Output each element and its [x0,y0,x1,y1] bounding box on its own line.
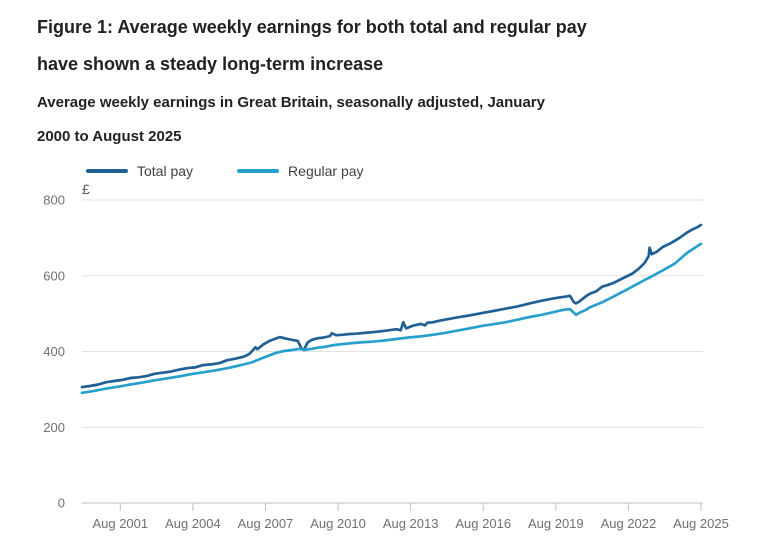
regular-pay-swatch-icon [237,169,280,173]
y-tick-label-600: 600 [43,268,65,283]
grid-layer [82,199,703,504]
legend-label-regular-pay: Regular pay [288,163,364,179]
x-tick-label-aug-2010: Aug 2010 [310,516,366,531]
x-tick-label-aug-2016: Aug 2016 [455,516,511,531]
x-tick-label-aug-2007: Aug 2007 [238,516,294,531]
figure-header: Figure 1: Average weekly earnings for bo… [0,0,770,154]
y-tick-label-0: 0 [58,496,65,511]
figure-subtitle-line-2: 2000 to August 2025 [37,128,182,145]
figure-subtitle: Average weekly earnings in Great Britain… [37,86,732,154]
y-tick-label-400: 400 [43,344,65,359]
x-tick-label-aug-2001: Aug 2001 [92,516,148,531]
figure-subtitle-line-1: Average weekly earnings in Great Britain… [37,94,545,111]
total-pay-line [80,223,703,389]
figure-title-line-1: Figure 1: Average weekly earnings for bo… [37,17,587,37]
total-pay-swatch-icon [86,169,128,173]
figure-title-line-2: have shown a steady long-term increase [37,54,384,74]
axis-layer: 0 200 400 600 800 £ Aug 2001 Aug 2004 Aug 2007 Au… [43,181,729,531]
figure-title: Figure 1: Average weekly earnings for bo… [37,9,732,83]
chart-legend: Total pay Regular pay [86,163,770,179]
series-layer [80,223,703,395]
x-tick-label-aug-2013: Aug 2013 [383,516,439,531]
y-tick-label-800: 800 [43,193,65,208]
legend-label-total-pay: Total pay [137,163,194,179]
legend-item-regular-pay: Regular pay [237,163,364,179]
x-tick-label-aug-2004: Aug 2004 [165,516,221,531]
y-axis-unit-label: £ [82,181,90,197]
regular-pay-line [80,242,703,395]
y-tick-label-200: 200 [43,420,65,435]
x-tick-label-aug-2022: Aug 2022 [601,516,657,531]
x-tick-label-aug-2019: Aug 2019 [528,516,584,531]
x-tick-label-aug-2025: Aug 2025 [673,516,729,531]
legend-item-total-pay: Total pay [86,163,193,179]
